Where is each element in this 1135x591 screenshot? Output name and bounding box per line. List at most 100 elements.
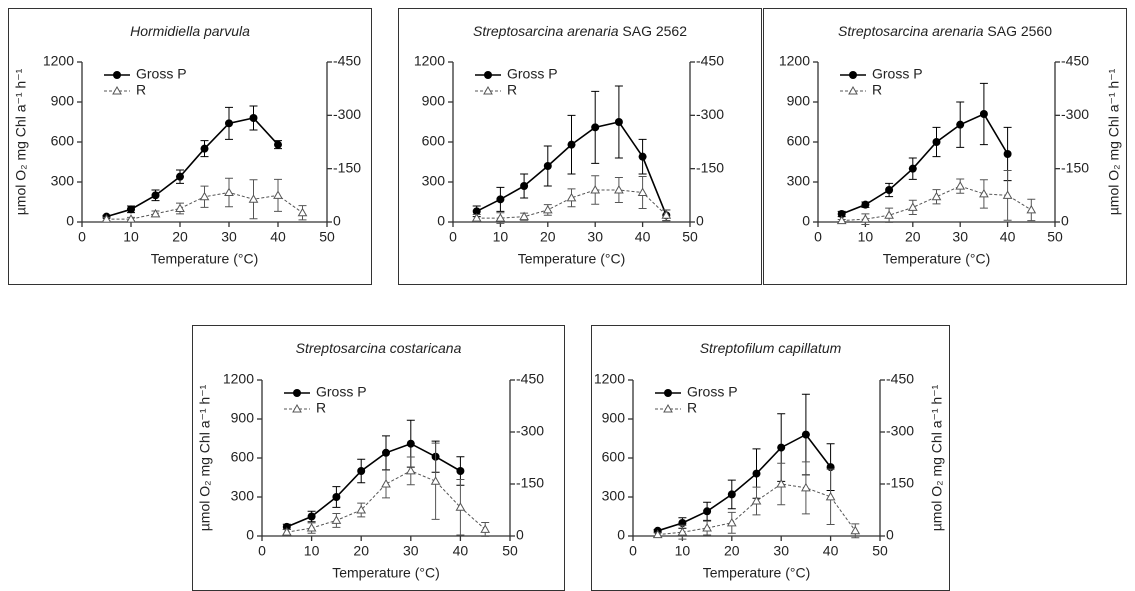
data-point (637, 187, 648, 196)
x-tick-label: 20 (172, 229, 188, 245)
x-axis-label: Temperature (°C) (332, 565, 440, 581)
series-line (476, 189, 667, 219)
legend-marker (849, 71, 857, 79)
data-point (200, 144, 209, 153)
y2-tick-label: 0 (333, 213, 341, 229)
legend-marker (664, 389, 672, 397)
panel: Streptosarcina arenaria SAG 2562 0 10 20 30 4… (398, 8, 762, 285)
y2-tick-label: -450 (333, 53, 361, 69)
data-point (176, 172, 184, 181)
data-point (652, 529, 663, 539)
y-tick-label: 900 (51, 93, 75, 109)
y2-tick-label: -150 (1061, 159, 1089, 175)
legend-label: R (687, 400, 697, 416)
data-point (480, 524, 491, 533)
title-species: Streptosarcina arenaria (473, 23, 619, 39)
y-tick-label: 300 (422, 173, 446, 189)
y-tick-label: 300 (787, 173, 811, 189)
data-point (381, 478, 391, 488)
legend-label: Gross P (136, 66, 187, 82)
y2-tick-label: -450 (696, 53, 724, 69)
data-point (472, 207, 481, 216)
y-tick-label: 1200 (223, 371, 254, 387)
y-tick-label: 0 (66, 213, 74, 229)
x-tick-label: 40 (1000, 229, 1016, 245)
x-tick-label: 40 (823, 543, 839, 559)
title-species: Streptofilum capillatum (700, 340, 842, 356)
x-tick-label: 30 (221, 229, 237, 245)
data-point (884, 210, 894, 219)
data-point (956, 120, 965, 129)
data-point (405, 465, 416, 475)
legend-marker (292, 403, 302, 413)
data-point (282, 522, 291, 531)
legend-label: Gross P (316, 384, 367, 400)
y-tick-label: 1200 (779, 53, 810, 69)
legend-label: Gross P (687, 384, 738, 400)
data-point (614, 118, 623, 126)
data-point (519, 211, 529, 221)
y-axis-label: µmol O₂ mg Chl a⁻¹ h⁻¹ (929, 384, 945, 531)
data-point (331, 515, 342, 524)
legend-marker (663, 403, 673, 413)
data-point (273, 190, 283, 199)
legend-label: R (872, 82, 882, 98)
legend-label: Gross P (507, 66, 558, 82)
data-point (356, 504, 367, 514)
y2-tick-label: -450 (516, 371, 544, 387)
x-tick-label: 0 (449, 229, 457, 245)
data-point (406, 439, 415, 448)
legend-label: R (136, 82, 146, 98)
data-point (677, 527, 688, 536)
x-tick-label: 50 (502, 543, 518, 559)
y-axis-label: µmol O₂ mg Chl a⁻¹ h⁻¹ (13, 68, 29, 215)
y-axis-label: µmol O₂ mg Chl a⁻¹ h⁻¹ (1106, 68, 1122, 215)
data-point (496, 195, 505, 204)
data-point (520, 182, 529, 190)
legend-marker (113, 71, 121, 79)
y-tick-label: 900 (602, 410, 626, 426)
series-line (286, 470, 486, 533)
panel: Streptosarcina arenaria SAG 2560 0 10 20 30 4… (763, 8, 1127, 285)
y-tick-label: 900 (422, 93, 446, 109)
x-tick-label: 30 (587, 229, 603, 245)
data-point (861, 200, 870, 209)
y-axis-label: µmol O₂ mg Chl a⁻¹ h⁻¹ (197, 384, 213, 531)
x-tick-label: 10 (304, 543, 320, 559)
y-tick-label: 600 (51, 133, 75, 149)
data-point (471, 213, 482, 222)
data-point (127, 205, 135, 214)
data-point (614, 184, 624, 194)
data-point (199, 191, 210, 201)
data-point (837, 210, 846, 218)
data-point (931, 191, 942, 201)
y-tick-label: 600 (231, 449, 255, 465)
legend-marker (483, 85, 493, 95)
y2-tick-label: -450 (1061, 53, 1089, 69)
data-point (590, 184, 601, 194)
series-line (657, 433, 832, 532)
data-point (307, 512, 316, 521)
x-tick-label: 40 (270, 229, 286, 245)
data-point (907, 202, 918, 211)
x-axis-label: Temperature (°C) (883, 251, 991, 267)
chart-title: Streptosarcina arenaria SAG 2562 (473, 23, 687, 39)
data-point (751, 495, 762, 505)
y-tick-label: 0 (802, 213, 810, 229)
data-point (150, 208, 161, 218)
y2-tick-label: 0 (516, 527, 524, 543)
data-point (752, 469, 761, 478)
chart-title: Hormidiella parvula (130, 23, 250, 39)
x-axis-label: Temperature (°C) (703, 565, 811, 581)
y-tick-label: 0 (617, 527, 625, 543)
y2-tick-label: -300 (333, 106, 361, 122)
data-point (297, 207, 308, 217)
y2-tick-label: 0 (696, 213, 704, 229)
series-line (841, 112, 1009, 215)
legend-marker (484, 71, 492, 79)
legend-label: R (507, 82, 517, 98)
series-line (841, 185, 1032, 222)
data-point (638, 152, 647, 161)
x-tick-label: 30 (952, 229, 968, 245)
